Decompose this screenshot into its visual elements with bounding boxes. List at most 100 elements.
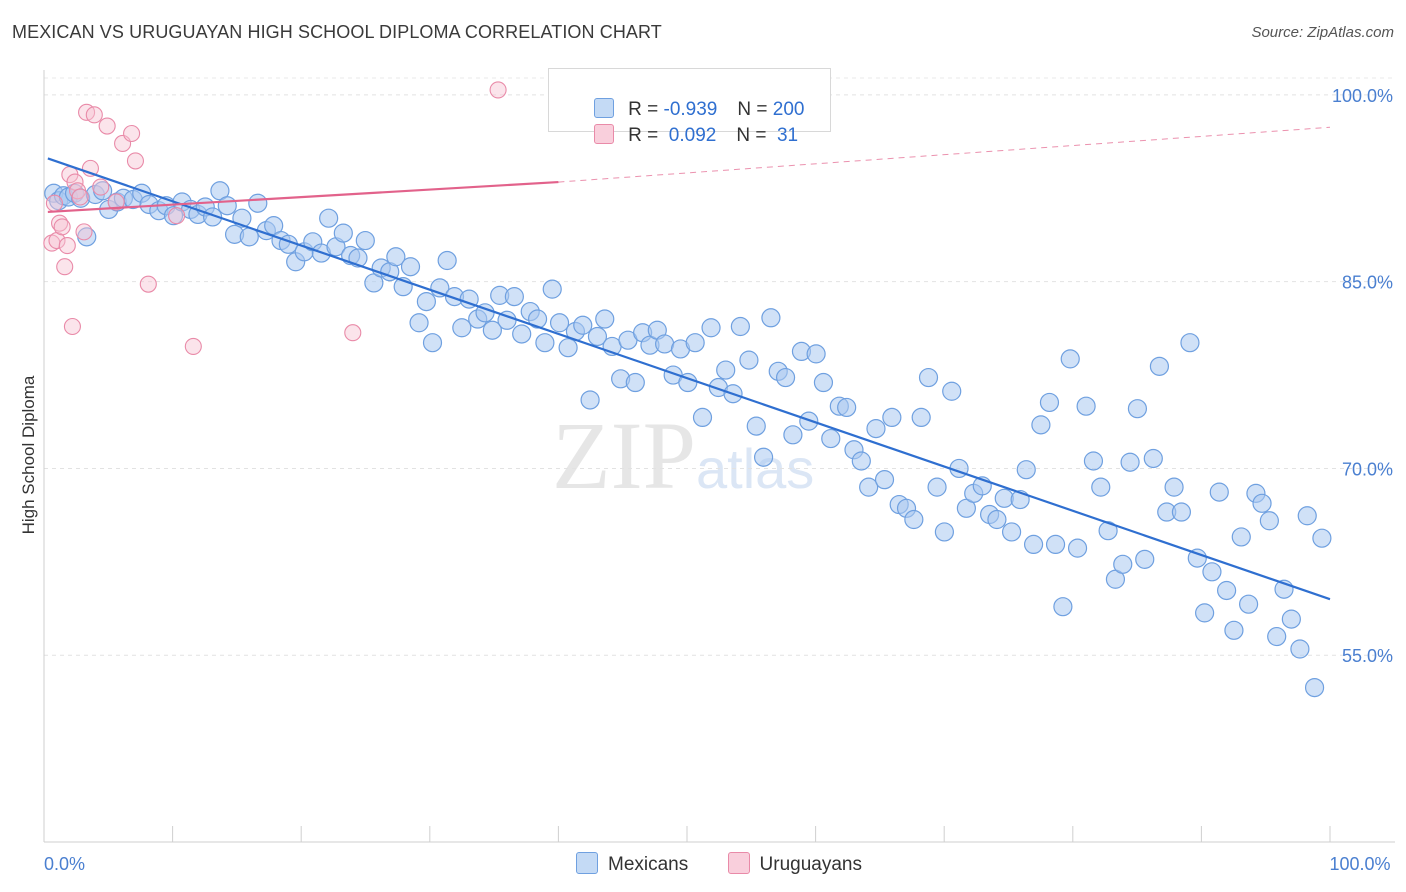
mexicans-point <box>837 397 857 418</box>
x-tick-label: 0.0% <box>44 854 85 874</box>
mexicans-point <box>1290 639 1310 659</box>
mexicans-point <box>746 416 766 436</box>
y-tick-label: 100.0% <box>1332 86 1393 106</box>
tick-labels: 100.0% 85.0% 70.0% 55.0% 0.0% 100.0% <box>44 86 1393 874</box>
mexicans-point <box>730 316 750 337</box>
y-axis-title: High School Diploma <box>19 375 38 534</box>
mexicans-point <box>1001 522 1022 542</box>
mexicans-point <box>753 447 774 467</box>
mexicans-point <box>587 326 608 347</box>
legend-row-mexicans: R = -0.939 N = 200 <box>573 76 804 120</box>
y-tick-label: 70.0% <box>1342 459 1393 479</box>
mexicans-point <box>911 407 931 427</box>
mexicans-point <box>716 360 736 380</box>
legend-r-value: -0.939 <box>663 99 718 120</box>
mexicans-point <box>859 477 879 497</box>
legend-item-mexicans[interactable]: Mexicans <box>576 852 688 876</box>
legend-swatch-pink <box>594 124 615 144</box>
uruguayans-point <box>126 152 144 170</box>
mexicans-point <box>535 333 555 353</box>
uruguayans-point <box>489 81 507 99</box>
uruguayans-point <box>168 207 186 225</box>
mexicans-point <box>918 367 939 388</box>
mexicans-point <box>512 324 532 344</box>
mexicans-point <box>701 318 721 338</box>
mexicans-point <box>1098 521 1118 541</box>
mexicans-point <box>409 313 429 333</box>
mexicans-point <box>1113 554 1133 574</box>
mexicans-point <box>1171 502 1192 522</box>
legend-n-value: 200 <box>772 99 805 120</box>
mexicans-point <box>452 318 472 338</box>
mexicans-point <box>783 425 803 445</box>
uruguayans-point <box>71 188 89 206</box>
mexicans-point <box>1120 452 1140 472</box>
y-tick-label: 55.0% <box>1342 646 1393 666</box>
mexicans-point <box>927 477 947 497</box>
mexicans-point <box>692 407 713 427</box>
correlation-legend: R = -0.939 N = 200 R = 0.092 N = 31 <box>548 68 831 146</box>
mexicans-point <box>1180 333 1200 353</box>
mexicans-point <box>904 509 924 530</box>
mexicans-point <box>813 372 834 393</box>
mexicans-point <box>542 279 562 299</box>
mexicans-point <box>1076 396 1096 416</box>
mexicans-point <box>437 250 457 271</box>
uruguayans-trend-line <box>47 180 559 214</box>
mexicans-point <box>1127 399 1148 419</box>
mexicans-point <box>1031 415 1051 435</box>
mexicans-point <box>1053 597 1073 617</box>
mexicans-point <box>739 350 759 370</box>
mexicans-point <box>1143 448 1163 469</box>
uruguayans-point <box>107 193 125 211</box>
mexicans-point <box>1231 527 1251 547</box>
mexicans-point <box>1016 460 1036 480</box>
mexicans-point <box>1195 603 1215 623</box>
mexicans-point <box>1267 626 1287 647</box>
mexicans-point <box>1045 534 1066 555</box>
mexicans-point <box>866 419 886 439</box>
mexicans-point <box>1209 482 1229 502</box>
trend-lines <box>47 126 1331 601</box>
mexicans-point <box>248 193 268 213</box>
mexicans-point <box>625 372 645 393</box>
legend-item-uruguayans[interactable]: Uruguayans <box>727 852 862 876</box>
watermark: ZIPatlas <box>552 400 814 511</box>
mexicans-point <box>163 206 184 226</box>
mexicans-point <box>1304 677 1325 698</box>
uruguayans-point <box>344 324 362 342</box>
mexicans-point <box>558 338 578 358</box>
mexicans-point <box>1224 620 1244 640</box>
mexicans-point <box>422 333 443 353</box>
legend-r-label: R = <box>628 99 664 120</box>
legend-swatch-blue <box>594 98 615 118</box>
legend-swatch-mexicans <box>576 852 598 874</box>
series-legend: Mexicans Uruguayans <box>576 852 896 876</box>
mexicans-point <box>1164 477 1184 497</box>
mexicans-point <box>482 320 502 340</box>
mexicans-point <box>573 315 593 335</box>
mexicans-point <box>217 196 237 216</box>
mexicans-point <box>882 407 902 427</box>
mexicans-point <box>1281 609 1301 629</box>
mexicans-point <box>580 390 600 410</box>
source-label: Source: ZipAtlas.com <box>1251 24 1394 41</box>
x-tick-label: 100.0% <box>1329 854 1390 874</box>
legend-label-uruguayans: Uruguayans <box>759 854 862 875</box>
mexicans-point <box>400 257 421 277</box>
mexicans-point <box>1091 477 1111 497</box>
mexicans-point <box>319 208 339 228</box>
legend-swatch-uruguayans <box>727 852 750 874</box>
mexicans-point <box>1312 528 1332 548</box>
uruguayans-point <box>123 124 141 143</box>
uruguayans-point <box>63 317 81 336</box>
mexicans-point <box>806 344 826 364</box>
mexicans-point <box>549 313 570 333</box>
uruguayans-point <box>85 106 103 124</box>
mexicans-trend-line <box>47 157 1331 601</box>
mexicans-point <box>987 509 1007 530</box>
legend-label-mexicans: Mexicans <box>608 854 689 875</box>
mexicans-point <box>685 333 705 353</box>
uruguayans-point <box>53 218 71 236</box>
mexicans-point <box>1252 493 1272 513</box>
